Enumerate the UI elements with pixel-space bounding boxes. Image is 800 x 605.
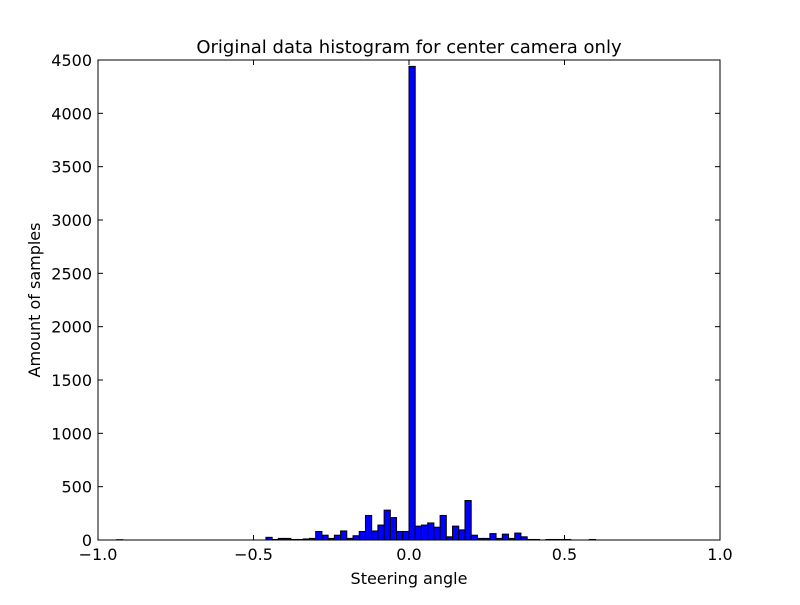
histogram-bar (440, 515, 446, 540)
y-tick-label: 1500 (51, 371, 92, 390)
histogram-bar (465, 501, 471, 540)
histogram-bar (428, 523, 434, 540)
y-tick-label: 3000 (51, 211, 92, 230)
y-tick-label: 1000 (51, 424, 92, 443)
histogram-bar (502, 534, 508, 540)
histogram-bar (453, 526, 459, 540)
y-tick-label: 2500 (51, 264, 92, 283)
histogram-bar (322, 535, 328, 540)
x-tick-label: 1.0 (707, 545, 732, 564)
histogram-bar (341, 531, 347, 540)
histogram-bar (397, 531, 403, 540)
histogram-bar (384, 510, 390, 540)
histogram-bar (390, 518, 396, 540)
y-tick-label: 500 (61, 478, 92, 497)
chart-title: Original data histogram for center camer… (196, 37, 622, 58)
histogram-bar (316, 531, 322, 540)
histogram-bar (359, 531, 365, 540)
bars-layer (117, 66, 596, 540)
y-tick-label: 3500 (51, 158, 92, 177)
histogram-bar (372, 531, 378, 540)
histogram-bar (378, 525, 384, 540)
histogram-bar (490, 534, 496, 540)
x-axis-label: Steering angle (351, 569, 468, 588)
y-tick-label: 4500 (51, 51, 92, 70)
y-tick-label: 2000 (51, 318, 92, 337)
x-tick-label: 0.0 (396, 545, 421, 564)
y-tick-label: 0 (82, 531, 92, 550)
histogram-bar (415, 526, 421, 540)
histogram-bar (421, 525, 427, 540)
histogram-bar (471, 535, 477, 540)
y-tick-label: 4000 (51, 104, 92, 123)
x-tick-label: −0.5 (234, 545, 273, 564)
x-tick-label: 0.5 (552, 545, 577, 564)
histogram-bar (403, 531, 409, 540)
histogram-bar (353, 536, 359, 540)
histogram-bar (334, 535, 340, 540)
histogram-bar (365, 515, 371, 540)
y-axis-label: Amount of samples (25, 223, 44, 378)
histogram-bar (409, 66, 415, 540)
histogram-bar (434, 527, 440, 540)
histogram-bar (459, 530, 465, 540)
histogram-bar (515, 533, 521, 540)
